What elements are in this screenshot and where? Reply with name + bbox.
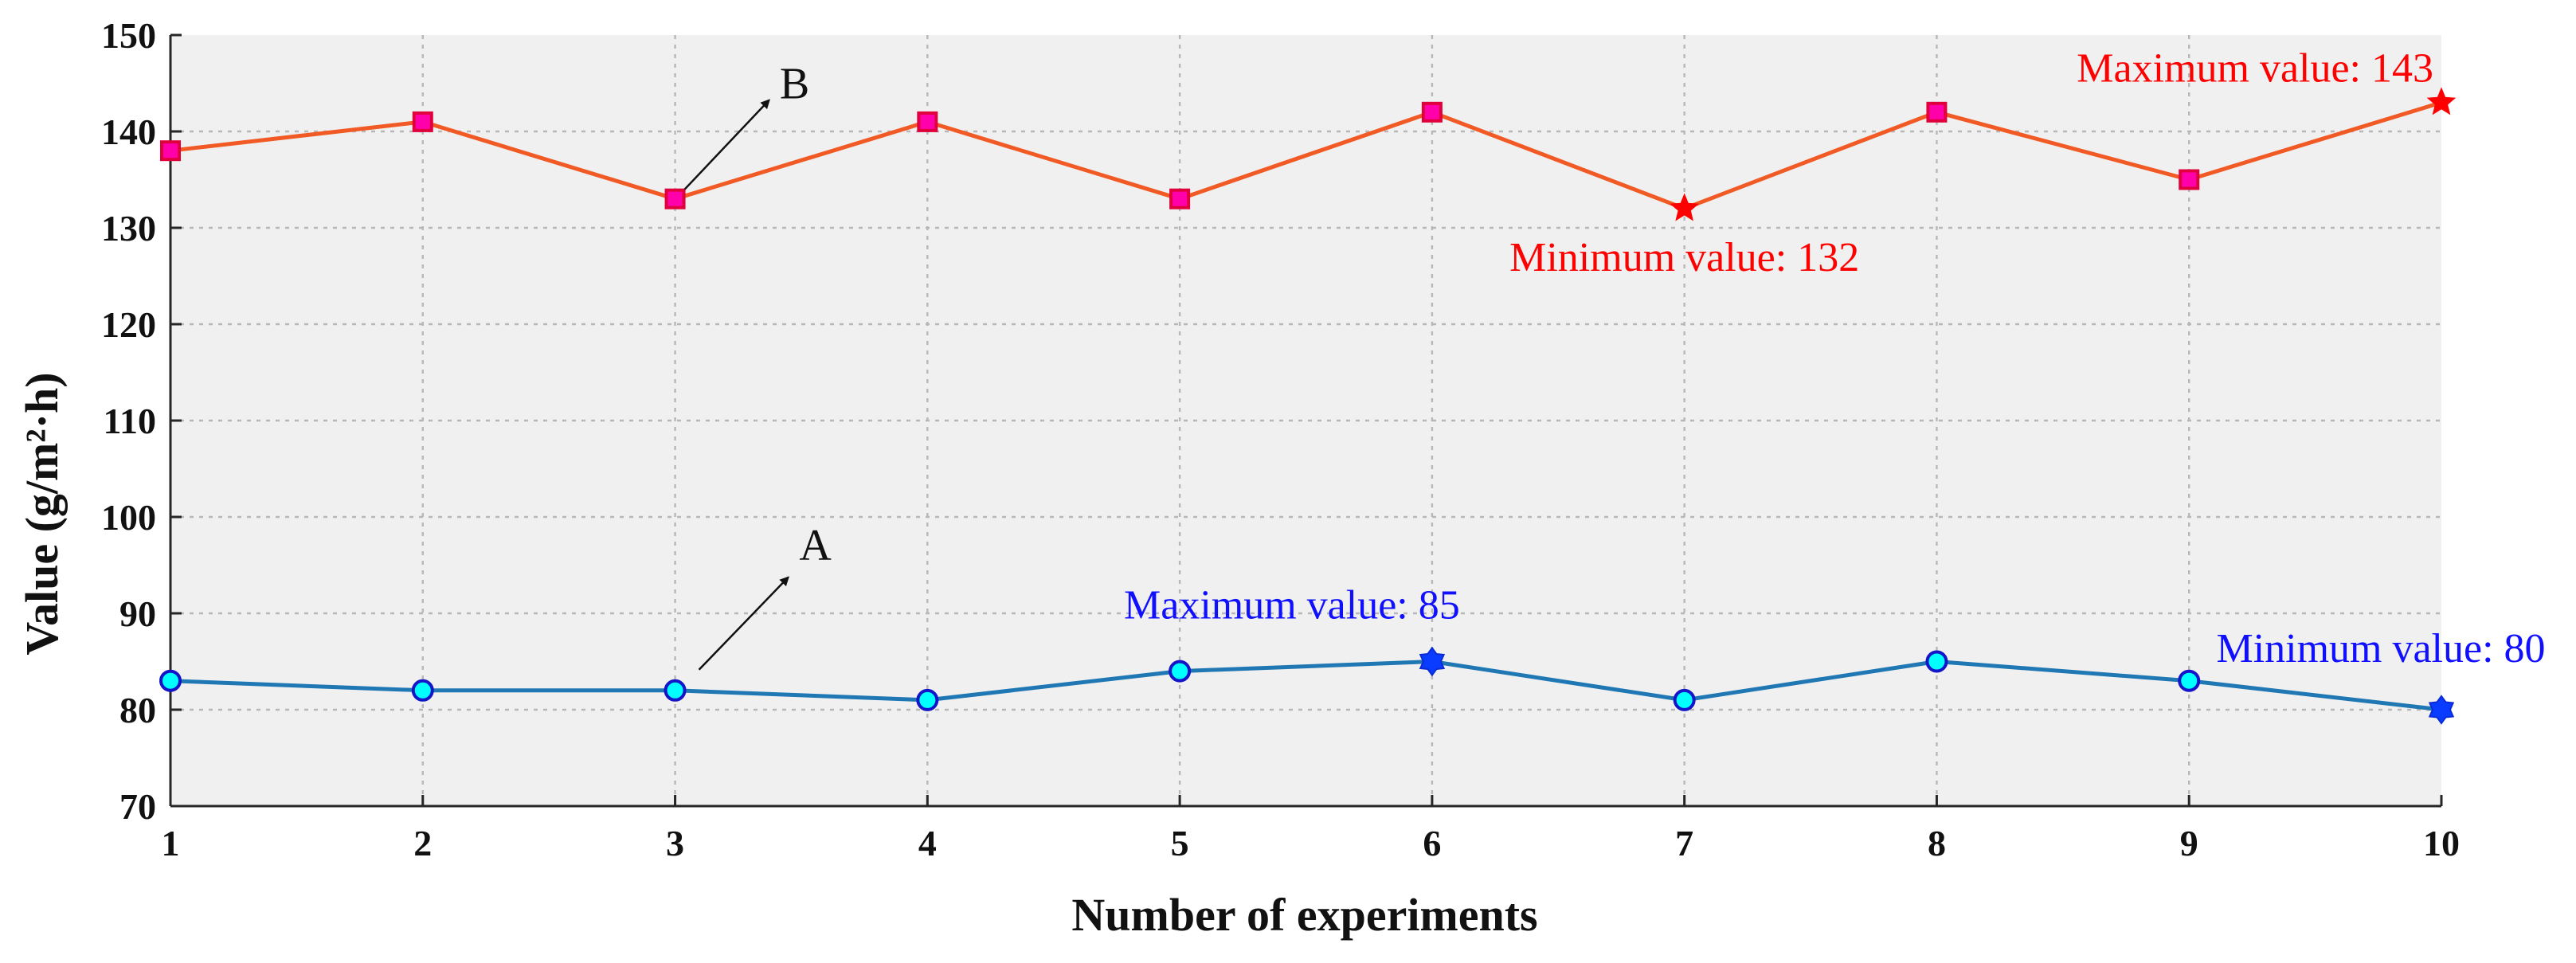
y-tick-label: 140 [101, 112, 156, 152]
marker-layer [159, 87, 2457, 725]
data-point-b [917, 111, 938, 132]
series-line-b [170, 100, 2442, 211]
y-tick-label: 130 [101, 208, 156, 249]
data-point-a [1169, 660, 1192, 683]
y-tick-label: 110 [104, 401, 156, 441]
series-label-arrow-b [683, 99, 770, 190]
x-tick-label: 3 [666, 823, 684, 863]
data-point-a [159, 669, 182, 692]
x-tick-label: 5 [1171, 823, 1189, 863]
data-point-a [411, 679, 434, 702]
data-point-a [664, 679, 687, 702]
x-tick-label: 7 [1675, 823, 1693, 863]
data-point-a-extreme [1419, 646, 1446, 677]
x-axis-title: Number of experiments [1071, 889, 1537, 941]
x-tick-label: 2 [413, 823, 432, 863]
y-tick-label: 80 [119, 690, 156, 730]
data-point-a-extreme [2428, 695, 2455, 725]
data-point-b [412, 111, 433, 132]
axes: 70 80 90 100 110 120 130 140 150 1 2 3 4 5 6 7 8 9 10 [101, 15, 2460, 863]
y-tick-label: 100 [101, 497, 156, 538]
x-tick-label: 10 [2423, 823, 2460, 863]
label-layer: Maximum value: 143 Minimum value: 132 Maxi… [683, 46, 2546, 671]
x-tick-label: 4 [918, 823, 937, 863]
x-tick-label: 9 [2180, 823, 2198, 863]
data-point-b [2179, 169, 2200, 190]
y-tick-label: 150 [101, 15, 156, 56]
plot-area [170, 35, 2441, 806]
series-label-b: B [780, 60, 809, 109]
data-point-a [1925, 650, 1948, 673]
series-layer [170, 100, 2442, 712]
y-tick-label: 120 [101, 304, 156, 345]
data-point-b [664, 188, 686, 209]
data-point-a [2178, 669, 2201, 692]
data-point-b-extreme [2426, 87, 2457, 115]
series-label-arrow-a [698, 576, 789, 671]
y-tick-label: 90 [119, 593, 156, 634]
annotation-b-min: Minimum value: 132 [1509, 235, 1859, 280]
series-line-a [170, 660, 2442, 712]
series-label-a: A [799, 521, 832, 570]
data-point-a [1673, 688, 1696, 711]
data-point-b [160, 140, 181, 162]
annotation-a-max: Maximum value: 85 [1124, 583, 1460, 628]
annotation-b-max: Maximum value: 143 [2077, 46, 2433, 92]
y-tick-label: 70 [119, 786, 156, 827]
data-point-b [1421, 101, 1443, 123]
x-tick-label: 6 [1423, 823, 1441, 863]
x-tick-label: 1 [162, 823, 180, 863]
annotation-a-min: Minimum value: 80 [2216, 626, 2545, 671]
data-point-b [1926, 101, 1948, 123]
y-axis-title: Value (g/m²·h) [16, 372, 68, 655]
data-point-b-extreme [1670, 193, 1700, 221]
data-point-b [1169, 188, 1191, 209]
x-tick-label: 8 [1928, 823, 1946, 863]
data-point-a [916, 688, 939, 711]
